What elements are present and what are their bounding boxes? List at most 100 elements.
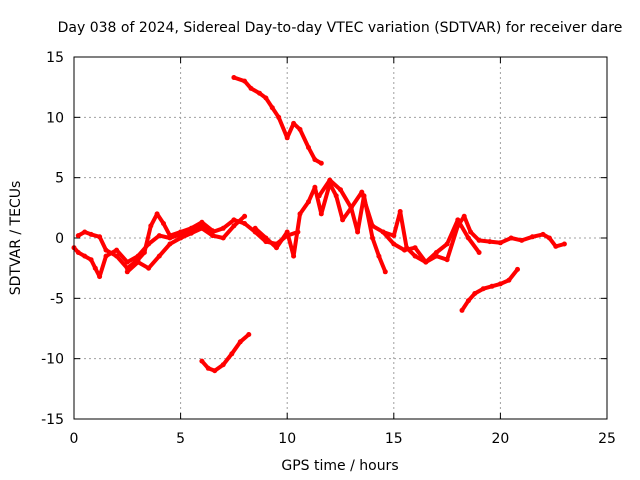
data-point <box>188 225 194 231</box>
data-point <box>210 233 216 239</box>
data-point <box>263 235 269 241</box>
data-point <box>338 187 343 193</box>
data-point <box>327 177 333 183</box>
y-tick-label: -5 <box>50 291 64 307</box>
data-point <box>263 95 269 101</box>
x-tick-label: 0 <box>70 431 79 447</box>
x-axis-label: GPS time / hours <box>281 458 398 474</box>
x-tick-label: 25 <box>598 431 616 447</box>
data-point <box>199 225 205 231</box>
data-point <box>515 266 520 272</box>
data-point <box>246 332 252 337</box>
data-point <box>210 228 216 234</box>
data-point <box>340 217 346 223</box>
data-point <box>553 243 559 249</box>
data-point <box>306 199 311 205</box>
data-point <box>444 257 450 263</box>
data-point <box>284 135 290 141</box>
data-point <box>455 223 461 229</box>
data-point <box>297 126 303 132</box>
y-tick-label: 10 <box>46 110 64 126</box>
x-tick-label: 5 <box>176 431 185 447</box>
data-point <box>229 351 235 357</box>
data-point <box>391 241 397 247</box>
plot-frame <box>73 56 608 420</box>
x-tick-label: 15 <box>385 431 403 447</box>
data-point <box>391 233 397 239</box>
data-point <box>88 231 94 237</box>
data-point <box>97 274 103 280</box>
series-arc-8 <box>381 214 567 265</box>
series-arc-2 <box>76 211 215 271</box>
data-point <box>297 211 303 217</box>
data-point <box>242 78 248 84</box>
data-point <box>508 235 514 241</box>
x-tick-label: 20 <box>491 431 509 447</box>
data-point <box>269 105 275 111</box>
data-point <box>540 231 546 237</box>
series-arc-4 <box>231 75 324 166</box>
data-point <box>529 234 535 240</box>
data-point <box>472 291 478 296</box>
data-point <box>161 221 166 226</box>
series-arc-9 <box>460 267 520 313</box>
data-point <box>459 307 465 313</box>
data-point <box>506 277 512 283</box>
data-point <box>318 160 324 166</box>
data-point <box>146 265 152 271</box>
data-point <box>220 362 226 368</box>
data-point <box>480 286 486 292</box>
data-point <box>248 85 254 91</box>
data-point <box>276 114 282 120</box>
data-point <box>231 217 237 223</box>
data-point <box>397 209 403 214</box>
data-point <box>220 225 226 231</box>
data-point <box>476 250 482 255</box>
data-point <box>212 368 218 374</box>
x-tick-label: 10 <box>278 431 296 447</box>
data-point <box>382 269 388 275</box>
data-point <box>468 229 474 235</box>
y-tick-label: -10 <box>41 352 64 368</box>
data-point <box>380 229 386 235</box>
data-point <box>75 250 81 255</box>
data-point <box>82 253 88 259</box>
y-tick-label: 5 <box>55 171 64 187</box>
data-point <box>92 265 98 271</box>
data-point <box>124 259 130 265</box>
data-point <box>465 235 471 241</box>
data-point <box>188 230 194 236</box>
data-point <box>114 247 120 253</box>
data-point <box>252 225 258 231</box>
plot-area <box>71 75 567 374</box>
data-point <box>370 235 375 241</box>
data-point <box>497 281 503 287</box>
data-point <box>465 298 471 304</box>
data-point <box>291 120 297 126</box>
data-point <box>114 253 120 259</box>
data-point <box>274 245 279 251</box>
data-point <box>489 283 495 289</box>
data-point <box>178 229 184 235</box>
data-point <box>412 253 418 259</box>
data-point <box>220 235 226 241</box>
chart-title: Day 038 of 2024, Sidereal Day-to-day VTE… <box>58 20 623 36</box>
data-point <box>291 253 297 259</box>
data-point <box>97 234 103 240</box>
data-point <box>199 358 205 364</box>
y-tick-label: 0 <box>55 231 64 247</box>
data-point <box>141 250 147 255</box>
data-point <box>444 241 450 247</box>
data-point <box>75 233 81 239</box>
data-point <box>433 250 439 255</box>
data-point <box>312 157 318 163</box>
data-point <box>178 235 184 241</box>
data-point <box>284 229 290 235</box>
data-point <box>156 253 162 259</box>
data-point <box>237 339 243 345</box>
data-point <box>257 90 262 96</box>
data-point <box>476 237 482 243</box>
data-point <box>306 145 311 150</box>
data-point <box>242 221 248 226</box>
